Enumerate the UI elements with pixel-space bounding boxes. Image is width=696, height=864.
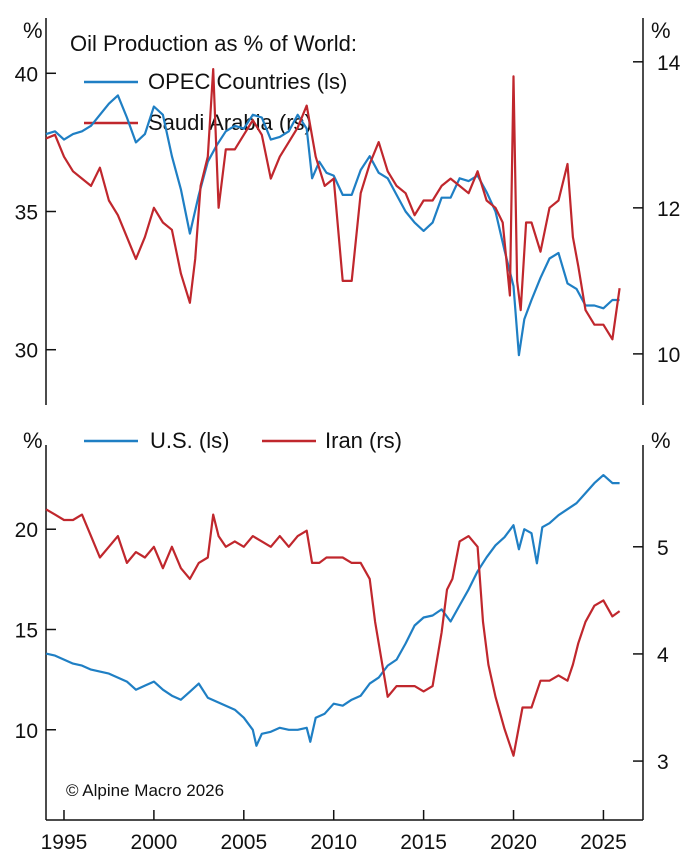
top-right-tick-label-14: 14	[657, 52, 681, 75]
series-line-iran-rs	[45, 508, 621, 757]
copyright-note: © Alpine Macro 2026	[66, 781, 224, 800]
bottom-right-ticks: 3 4 5	[633, 537, 669, 774]
legend-label-saudi: Saudi Arabia (rs)	[148, 110, 312, 135]
top-right-unit: %	[651, 18, 671, 43]
legend-label-iran: Iran (rs)	[325, 428, 402, 453]
bottom-left-tick-label-15: 15	[15, 619, 38, 642]
bottom-left-ticks: 10 15 20	[15, 519, 56, 743]
x-tick-label-1995: 1995	[41, 831, 88, 854]
series-line-u-s-ls	[45, 474, 620, 747]
legend-label-us: U.S. (ls)	[150, 428, 229, 453]
top-right-tick-label-12: 12	[657, 198, 680, 221]
x-tick-label-2005: 2005	[220, 831, 267, 854]
bottom-right-unit: %	[651, 428, 671, 453]
bottom-left-unit: %	[23, 428, 43, 453]
x-tick-label-2000: 2000	[131, 831, 178, 854]
x-tick-label-2010: 2010	[310, 831, 357, 854]
top-left-unit: %	[23, 18, 43, 43]
top-right-tick-label-10: 10	[657, 344, 680, 367]
x-tick-label-2020: 2020	[490, 831, 537, 854]
chart-title: Oil Production as % of World:	[70, 31, 357, 56]
top-left-tick-label-30: 30	[15, 340, 38, 363]
bottom-left-tick-label-20: 20	[15, 519, 38, 542]
series-line-saudi-arabia-rs	[45, 67, 621, 341]
top-left-ticks: 30 35 40	[15, 63, 56, 363]
series-line-opec-countries-ls	[45, 94, 620, 357]
bottom-panel: % % U.S. (ls) Iran (rs) 10 15 20 3 4 5 © Alp…	[15, 428, 671, 854]
top-left-tick-label-40: 40	[15, 63, 38, 86]
bottom-right-tick-label-4: 4	[657, 644, 669, 667]
bottom-right-tick-label-3: 3	[657, 751, 669, 774]
x-tick-label-2025: 2025	[580, 831, 627, 854]
top-series	[45, 67, 621, 357]
bottom-right-tick-label-5: 5	[657, 537, 669, 560]
legend-label-opec: OPEC Countries (ls)	[148, 69, 347, 94]
bottom-series	[45, 474, 621, 757]
top-left-tick-label-35: 35	[15, 202, 38, 225]
x-axis-ticks: 1995 2000 2005 2010 2015 2020 2025	[41, 810, 627, 854]
bottom-left-tick-label-10: 10	[15, 720, 38, 743]
x-tick-label-2015: 2015	[400, 831, 447, 854]
top-right-ticks: 10 12 14	[633, 52, 681, 367]
top-panel: % % Oil Production as % of World: OPEC C…	[15, 18, 681, 405]
